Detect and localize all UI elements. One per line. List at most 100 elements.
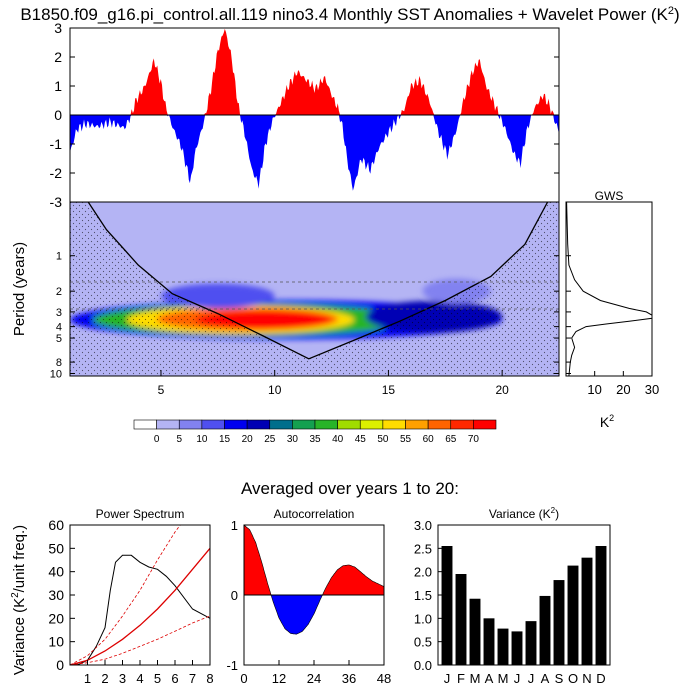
- autocorrelation-fill: [244, 525, 384, 635]
- colorbar-swatch: [201, 419, 225, 430]
- power-spectrum-frame: [69, 524, 211, 666]
- autocorrelation-y-tick-label: 1: [231, 518, 238, 533]
- gws-x-axis: 10 20 30: [587, 371, 659, 397]
- wavelet-y-tick-label: 8: [56, 357, 62, 369]
- power-spectrum-series-0: [70, 554, 210, 665]
- autocorrelation-y-axis: 1 0 -1: [226, 518, 249, 673]
- gws-x-tick-label: 20: [616, 382, 630, 397]
- gws-frame: [565, 201, 653, 377]
- wavelet-x-tick-label: 5: [158, 383, 165, 397]
- colorbar-swatch: [224, 419, 248, 430]
- wavelet-outside-cone-stipple: [70, 202, 559, 376]
- timeseries-y-tick-label: -3: [50, 194, 63, 210]
- timeseries-panel: 3 2 1 0 -1 -2 -3: [50, 20, 560, 210]
- autocorrelation-x-tick-label: 0: [240, 671, 247, 686]
- power-spectrum-y-tick-label: 40: [48, 564, 64, 580]
- variance-bars: [441, 546, 607, 665]
- colorbar-swatch: [405, 419, 429, 430]
- colorbar-swatch: [337, 419, 361, 430]
- colorbar-swatch: [269, 419, 293, 430]
- variance-y-tick-label: 1.0: [414, 611, 432, 626]
- colorbar: 0 5 10 15 20 25 30 35 40 45 50 55 60 65 70: [133, 419, 497, 445]
- variance-bar: [497, 628, 509, 665]
- autocorrelation-x-tick-label: 12: [272, 671, 286, 686]
- colorbar-swatch: [473, 419, 497, 430]
- power-spectrum-title: Power Spectrum: [96, 507, 185, 521]
- wavelet-x-tick-label: 15: [382, 383, 396, 397]
- variance-y-tick-label: 1.5: [414, 588, 432, 603]
- power-spectrum-lines: [70, 525, 210, 665]
- colorbar-label: 50: [377, 434, 389, 445]
- wavelet-y-axis: 1 2 3 45 810: [50, 251, 559, 381]
- timeseries-y-axis: 3 2 1 0 -1 -2 -3: [50, 20, 559, 210]
- variance-bar: [455, 574, 467, 665]
- variance-bar: [595, 546, 607, 665]
- cone-of-influence: [70, 202, 549, 360]
- timeseries-y-tick-label: -1: [50, 136, 63, 152]
- variance-bar: [581, 557, 593, 665]
- timeseries-y-tick-label: 0: [54, 107, 62, 123]
- colorbar-label: 15: [219, 434, 231, 445]
- colorbar-label: 35: [309, 434, 321, 445]
- colorbar-swatch: [314, 419, 338, 430]
- power-spectrum-x-tick-label: 7: [189, 671, 196, 686]
- timeseries-y-tick-label: 3: [54, 20, 62, 36]
- power-spectrum-x-tick-label: 8: [206, 671, 213, 686]
- timeseries-y-tick-label: 1: [54, 78, 62, 94]
- colorbar-label: 65: [445, 434, 457, 445]
- wavelet-y-tick-label: 10: [50, 369, 62, 381]
- gws-y-axis: [566, 255, 571, 375]
- colorbar-swatch: [133, 419, 157, 430]
- autocorrelation-negative-area: [244, 594, 384, 635]
- variance-bar: [469, 598, 481, 665]
- wavelet-x-tick-label: 20: [495, 383, 509, 397]
- power-spectrum-ylabel: Variance (K2/unit freq.): [10, 525, 28, 675]
- positive-anomaly-area: [70, 28, 559, 115]
- variance-y-axis: 0.0 0.5 1.0 1.5 2.0 2.5 3.0: [414, 518, 443, 673]
- wavelet-y-tick-label: 4: [56, 322, 62, 334]
- gws-panel: GWS 10 20 30 K2: [565, 189, 659, 430]
- gws-title: GWS: [595, 189, 624, 203]
- colorbar-swatch: [450, 419, 474, 430]
- power-spectrum-x-tick-label: 2: [101, 671, 108, 686]
- wavelet-x-tick-label: 10: [268, 383, 282, 397]
- autocorrelation-positive-area: [244, 525, 384, 596]
- variance-x-tick-label: M: [470, 671, 481, 686]
- variance-x-tick-label: J: [528, 671, 535, 686]
- power-spectrum-y-tick-label: 30: [48, 587, 64, 603]
- colorbar-swatch: [156, 419, 180, 430]
- gws-x-tick-label: 30: [645, 382, 659, 397]
- power-spectrum-y-tick-label: 0: [56, 657, 64, 673]
- variance-x-tick-label: N: [582, 671, 591, 686]
- gws-xlabel: K2: [600, 413, 614, 430]
- variance-y-tick-label: 2.5: [414, 541, 432, 556]
- colorbar-swatch: [292, 419, 316, 430]
- variance-x-tick-label: D: [596, 671, 605, 686]
- autocorrelation-panel: Autocorrelation 10-1 0 12 24 36 48: [226, 507, 391, 686]
- power-spectrum-y-tick-label: 20: [48, 610, 64, 626]
- wavelet-ylabel: Period (years): [11, 242, 28, 336]
- variance-bar: [567, 565, 579, 665]
- colorbar-label: 30: [287, 434, 299, 445]
- colorbar-label: 60: [423, 434, 435, 445]
- gws-line: [566, 201, 653, 377]
- variance-y-tick-label: 2.0: [414, 565, 432, 580]
- variance-y-tick-label: 0.5: [414, 635, 432, 650]
- variance-bar: [539, 595, 551, 665]
- power-spectrum-y-axis: 0 10 20 30 40 50 60: [48, 517, 75, 673]
- variance-bar: [483, 618, 495, 665]
- colorbar-label: 5: [176, 434, 182, 445]
- power-spectrum-y-tick-label: 10: [48, 634, 64, 650]
- variance-x-tick-label: O: [568, 671, 578, 686]
- variance-x-tick-label: M: [498, 671, 509, 686]
- variance-x-tick-label: S: [555, 671, 564, 686]
- colorbar-label: 20: [242, 434, 254, 445]
- colorbar-label: 45: [355, 434, 367, 445]
- power-spectrum-x-tick-label: 3: [119, 671, 126, 686]
